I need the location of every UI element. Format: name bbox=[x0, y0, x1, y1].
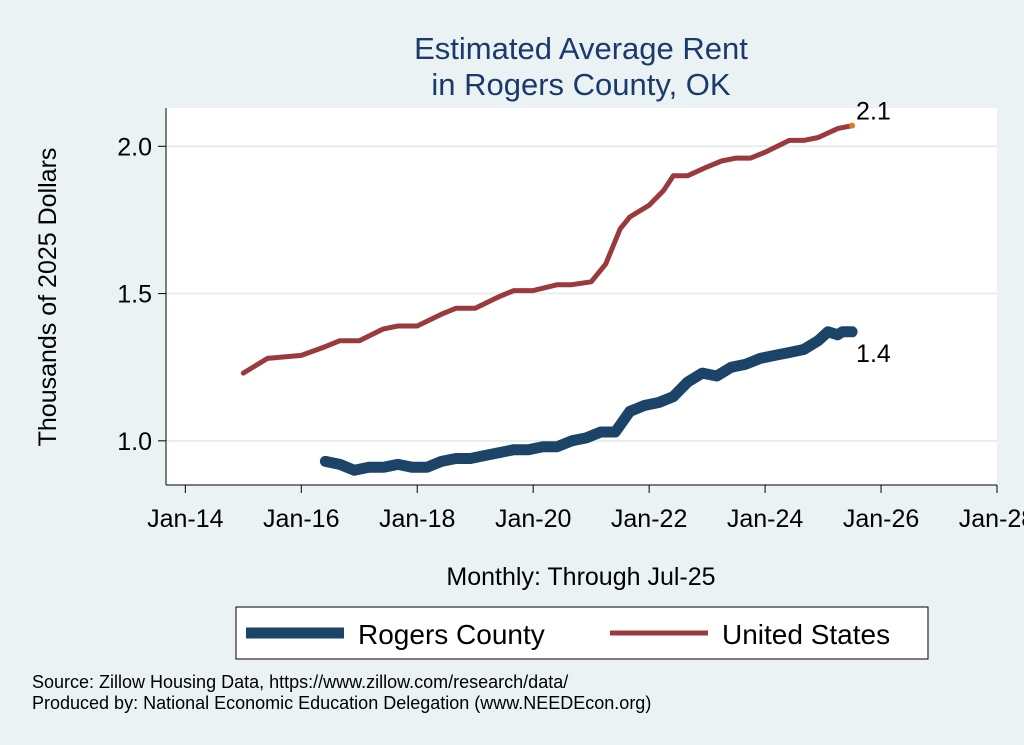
x-tick-label: Jan-14 bbox=[147, 505, 224, 533]
producer-note: Produced by: National Economic Education… bbox=[32, 693, 652, 713]
y-axis-title: Thousands of 2025 Dollars bbox=[34, 148, 62, 447]
y-tick-label: 1.0 bbox=[117, 428, 152, 456]
series-line-united-states bbox=[240, 123, 855, 376]
x-tick-label: Jan-24 bbox=[727, 505, 804, 533]
x-axis-title: Monthly: Through Jul-25 bbox=[446, 563, 715, 591]
end-label-united-states: 2.1 bbox=[856, 98, 891, 126]
x-tick-label: Jan-16 bbox=[263, 505, 339, 533]
x-tick-label: Jan-20 bbox=[495, 505, 571, 533]
legend-label-rogers-county: Rogers County bbox=[358, 619, 545, 650]
chart-title-line-1: Estimated Average Rent bbox=[414, 31, 748, 66]
series-end-point-rogers-county bbox=[849, 328, 856, 335]
legend-box bbox=[235, 606, 929, 660]
series-end-point-united-states bbox=[849, 122, 856, 129]
x-tick-label: Jan-18 bbox=[379, 505, 455, 533]
legend: Rogers County United States bbox=[235, 606, 929, 660]
x-tick-label: Jan-26 bbox=[843, 505, 919, 533]
plot-area bbox=[166, 108, 997, 485]
y-tick-label: 2.0 bbox=[117, 133, 152, 161]
y-tick-label: 1.5 bbox=[117, 281, 152, 309]
series-line-rogers-county bbox=[319, 326, 858, 476]
legend-label-united-states: United States bbox=[722, 619, 890, 650]
x-tick-label: Jan-28 bbox=[959, 505, 1024, 533]
chart-title-line-2: in Rogers County, OK bbox=[431, 67, 731, 102]
source-note: Source: Zillow Housing Data, https://www… bbox=[32, 672, 569, 692]
end-label-rogers-county: 1.4 bbox=[856, 340, 891, 368]
x-tick-label: Jan-22 bbox=[611, 505, 687, 533]
